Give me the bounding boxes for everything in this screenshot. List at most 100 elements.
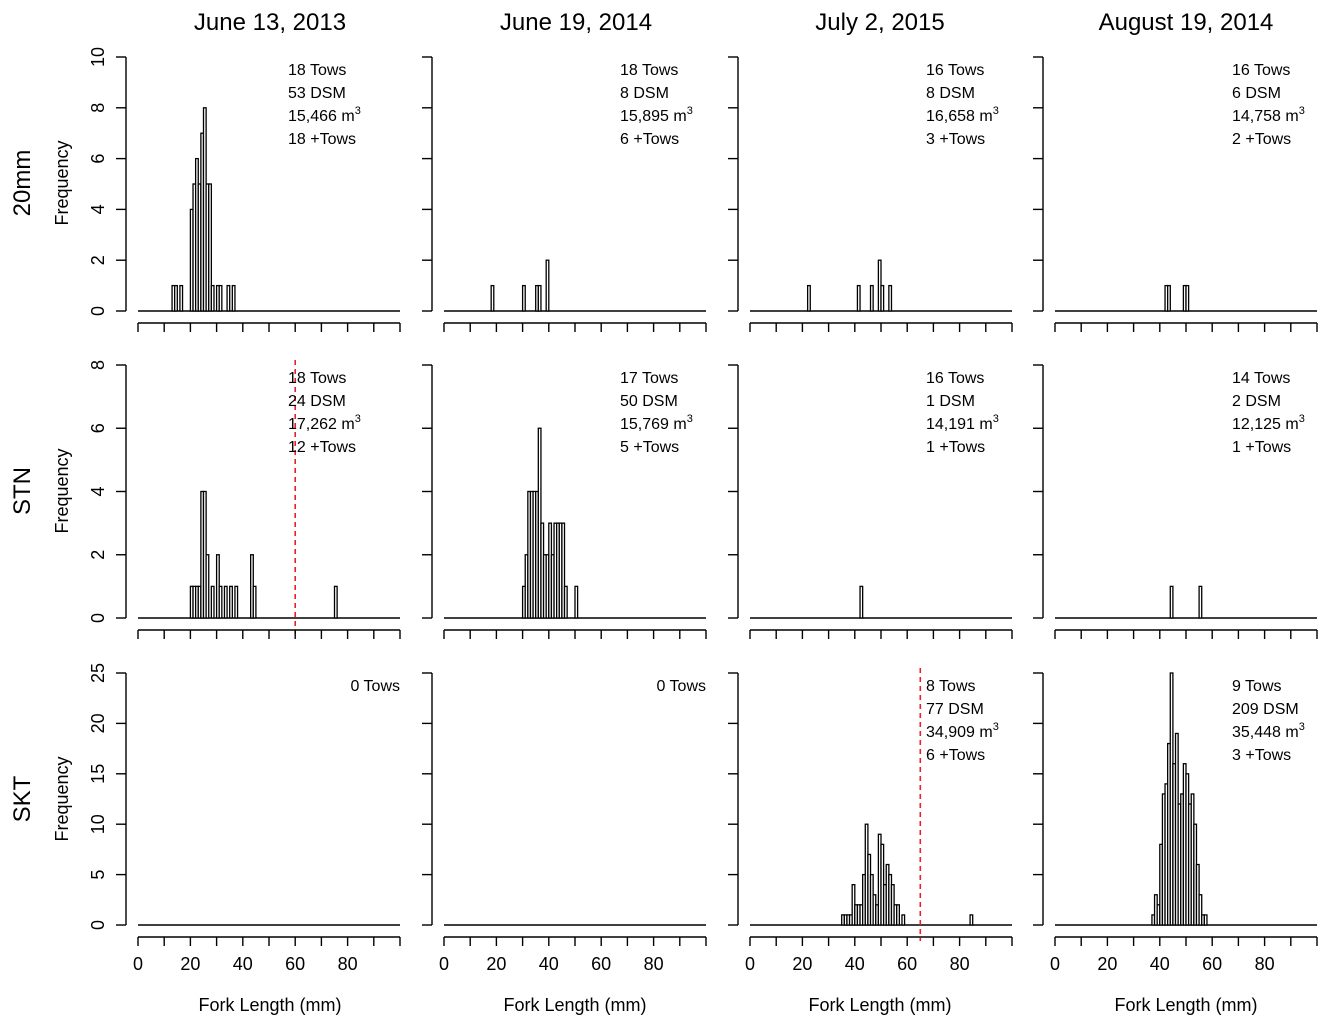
annotation-line: 209 DSM bbox=[1232, 701, 1299, 718]
x-tick-label: 60 bbox=[1202, 954, 1222, 974]
histogram-bar bbox=[1185, 284, 1190, 312]
histogram-bar bbox=[545, 259, 550, 312]
column-title-june-13-2013: June 13, 2013 bbox=[194, 9, 346, 36]
histogram-bar bbox=[1198, 894, 1203, 926]
row-labels: 20mm STN SKT Frequency Frequency Frequen… bbox=[9, 140, 72, 841]
x-tick-label: 0 bbox=[745, 954, 755, 974]
annotation-superscript: 3 bbox=[1299, 105, 1305, 117]
annotation-superscript: 3 bbox=[687, 413, 693, 425]
y-tick-label: 10 bbox=[88, 814, 108, 834]
x-axis-labels: Fork Length (mm) Fork Length (mm) Fork L… bbox=[198, 995, 1257, 1015]
annotation-line: 3 +Tows bbox=[1232, 747, 1291, 764]
y-tick-label: 6 bbox=[88, 423, 108, 433]
panel-skt-june-19-2014: 0 20 40 60 80 0 Tows bbox=[422, 672, 707, 974]
annotation-line: 5 +Tows bbox=[620, 439, 679, 456]
column-title-july-2-2015: July 2, 2015 bbox=[815, 9, 944, 36]
panel-stn-june-19-2014: 17 Tows 50 DSM 15,769 m3 5 +Tows bbox=[422, 364, 707, 639]
annotation-line: 24 DSM bbox=[288, 393, 346, 410]
histogram-bar bbox=[856, 284, 861, 312]
histogram-bar bbox=[229, 585, 233, 619]
histogram-bar bbox=[205, 554, 210, 619]
annotation-line: 77 DSM bbox=[926, 701, 984, 718]
annotation-superscript: 3 bbox=[993, 413, 999, 425]
annotation-superscript: 3 bbox=[1299, 413, 1305, 425]
annotation-line: 14,191 m3 bbox=[926, 413, 999, 433]
annotation-line: 50 DSM bbox=[620, 393, 678, 410]
x-tick-label: 40 bbox=[539, 954, 559, 974]
annotation-superscript: 3 bbox=[1299, 721, 1305, 733]
y-tick-label: 5 bbox=[88, 870, 108, 880]
histogram-bar bbox=[806, 284, 811, 312]
x-axis-label-col-3: Fork Length (mm) bbox=[808, 995, 951, 1015]
histogram-bar bbox=[210, 585, 215, 619]
annotation-line: 18 Tows bbox=[288, 370, 346, 387]
panel-skt-june-13-2013: 0 5 10 15 20 25 0 20 40 60 80 0 Tows bbox=[88, 663, 401, 974]
annotation-superscript: 3 bbox=[993, 721, 999, 733]
histogram-bar bbox=[333, 585, 338, 619]
x-tick-label: 60 bbox=[285, 954, 305, 974]
panel-20mm-july-2-2015: 16 Tows 8 DSM 16,658 m3 3 +Tows bbox=[728, 56, 1013, 332]
histogram-bar bbox=[1167, 284, 1171, 312]
annotation-superscript: 3 bbox=[355, 413, 361, 425]
annotation-line: 3 +Tows bbox=[926, 131, 985, 148]
annotation-superscript: 3 bbox=[687, 105, 693, 117]
y-tick-label: 8 bbox=[88, 360, 108, 370]
x-tick-label: 80 bbox=[644, 954, 664, 974]
x-axis-label-col-4: Fork Length (mm) bbox=[1114, 995, 1257, 1015]
histogram-bar bbox=[880, 284, 885, 312]
histogram-bar bbox=[574, 585, 579, 619]
x-tick-label: 80 bbox=[1255, 954, 1275, 974]
histogram-bar bbox=[218, 585, 223, 619]
histogram-bar bbox=[231, 284, 236, 312]
annotation-line: 1 DSM bbox=[926, 393, 975, 410]
histogram-bar bbox=[234, 585, 239, 619]
x-tick-label: 0 bbox=[1050, 954, 1060, 974]
annotation-line: 6 +Tows bbox=[620, 131, 679, 148]
annotation-line: 0 Tows bbox=[656, 678, 706, 695]
panel-20mm-august-19-2014: 16 Tows 6 DSM 14,758 m3 2 +Tows bbox=[1033, 56, 1318, 332]
annotation-line: 16 Tows bbox=[926, 370, 984, 387]
annotation-line: 0 Tows bbox=[350, 678, 400, 695]
x-tick-label: 0 bbox=[133, 954, 143, 974]
histogram-bar bbox=[174, 284, 178, 312]
x-tick-label: 60 bbox=[897, 954, 917, 974]
annotation-superscript: 3 bbox=[355, 105, 361, 117]
annotation-line: 17,262 m3 bbox=[288, 413, 361, 433]
annotation-line: 2 DSM bbox=[1232, 393, 1281, 410]
row-label-skt: SKT bbox=[9, 775, 36, 822]
annotation-line: 53 DSM bbox=[288, 85, 346, 102]
histogram-bar bbox=[1169, 585, 1174, 619]
y-tick-label: 8 bbox=[88, 103, 108, 113]
panel-skt-august-19-2014: 0 20 40 60 80 9 Tows 209 DSM 35,448 m3 3 +Tows bbox=[1033, 672, 1318, 974]
panel-stn-july-2-2015: 16 Tows 1 DSM 14,191 m3 1 +Tows bbox=[728, 364, 1013, 639]
y-axis-label-20mm: Frequency bbox=[52, 140, 72, 225]
y-tick-label: 0 bbox=[88, 306, 108, 316]
y-axis-label-skt: Frequency bbox=[52, 756, 72, 841]
annotation-line: 8 Tows bbox=[926, 678, 976, 695]
histogram-bar bbox=[901, 914, 906, 926]
histogram-bar bbox=[537, 284, 542, 312]
x-tick-label: 40 bbox=[845, 954, 865, 974]
annotation-line: 8 DSM bbox=[926, 85, 975, 102]
histogram-bar bbox=[1198, 585, 1203, 619]
x-tick-label: 20 bbox=[792, 954, 812, 974]
x-tick-label: 20 bbox=[180, 954, 200, 974]
panel-20mm-june-19-2014: 18 Tows 8 DSM 15,895 m3 6 +Tows bbox=[422, 56, 707, 332]
panel-20mm-june-13-2013: 0 2 4 6 8 10 18 Tows 53 DSM 15,466 m3 18 +Tows bbox=[88, 47, 401, 332]
annotation-line: 14,758 m3 bbox=[1232, 105, 1305, 125]
annotation-line: 6 +Tows bbox=[926, 747, 985, 764]
histogram-bar bbox=[208, 183, 213, 312]
column-title-august-19-2014: August 19, 2014 bbox=[1099, 9, 1274, 36]
x-tick-label: 80 bbox=[950, 954, 970, 974]
x-tick-label: 40 bbox=[1150, 954, 1170, 974]
x-tick-label: 80 bbox=[338, 954, 358, 974]
histogram-bar bbox=[179, 284, 184, 312]
panels: 0 2 4 6 8 10 18 Tows 53 DSM 15,466 m3 18 +Tows 18 … bbox=[88, 47, 1318, 974]
annotation-line: 1 +Tows bbox=[926, 439, 985, 456]
annotation-line: 17 Tows bbox=[620, 370, 678, 387]
histogram-bar bbox=[888, 284, 893, 312]
histogram-bar bbox=[218, 284, 223, 312]
annotation-line: 8 DSM bbox=[620, 85, 669, 102]
histogram-bar bbox=[896, 904, 900, 926]
y-tick-label: 2 bbox=[88, 550, 108, 560]
